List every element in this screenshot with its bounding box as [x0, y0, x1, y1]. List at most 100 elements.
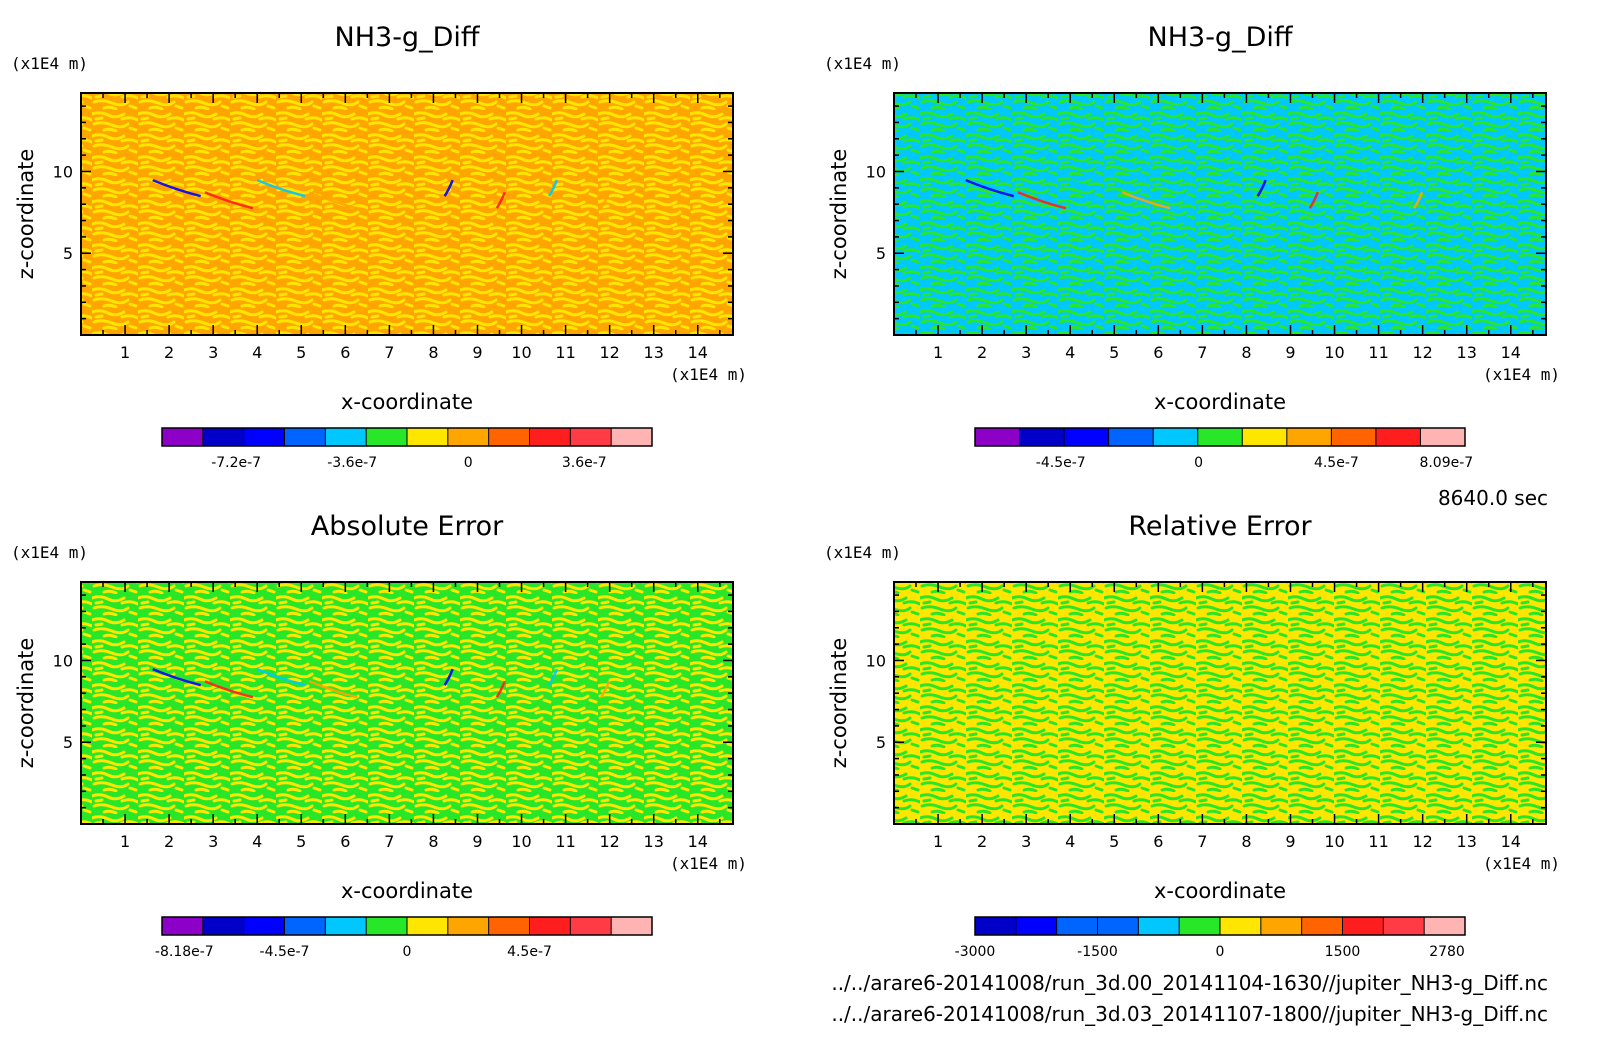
- heatmap-field: [894, 582, 1546, 824]
- colorbar-swatch: [407, 917, 449, 935]
- anomaly-streak: [204, 191, 254, 210]
- colorbar-label: 4.5e-7: [507, 944, 552, 960]
- x-tick-label: 8: [428, 343, 438, 362]
- plot-frame: [893, 581, 1547, 825]
- anomaly-streak: [308, 680, 358, 699]
- colorbar-swatch: [1420, 428, 1466, 446]
- x-tick-label: 9: [1285, 832, 1295, 851]
- anomaly-streak: [1069, 178, 1119, 198]
- colorbar-label: 8.09e-7: [1419, 455, 1473, 471]
- x-tick-label: 6: [340, 832, 350, 851]
- colorbar-swatch: [284, 428, 326, 446]
- y-tick-label: 10: [866, 651, 886, 670]
- x-tick-label: 11: [1368, 343, 1388, 362]
- x-tick-label: 9: [472, 343, 482, 362]
- anomaly-streak: [308, 191, 358, 210]
- colorbar-swatch: [488, 428, 530, 446]
- anomaly-streak: [152, 667, 202, 687]
- colorbar-label: -1500: [1077, 944, 1118, 960]
- colorbar-swatch: [1064, 428, 1110, 446]
- x-tick-label: 11: [555, 343, 575, 362]
- x-axis-label: x-coordinate: [1154, 390, 1286, 414]
- colorbar-label: -8.18e-7: [155, 944, 214, 960]
- anomaly-streak: [600, 191, 611, 209]
- x-tick-label: 6: [1153, 832, 1163, 851]
- heatmap-field: [81, 93, 733, 335]
- x-axis-label: x-coordinate: [341, 390, 473, 414]
- x-tick-label: 7: [1197, 343, 1207, 362]
- anomaly-streak: [1360, 179, 1372, 197]
- anomaly-streak: [443, 668, 454, 686]
- colorbar-swatch: [284, 917, 326, 935]
- x-tick-label: 13: [644, 343, 664, 362]
- x-tick-label: 1: [933, 832, 943, 851]
- y-unit-label: (x1E4 m): [11, 54, 88, 73]
- x-tick-label: 4: [1065, 343, 1075, 362]
- colorbar-swatch: [1242, 428, 1288, 446]
- x-unit-label: (x1E4 m): [670, 365, 747, 384]
- y-axis-label: z-coordinate: [827, 638, 851, 769]
- x-tick-label: 8: [428, 832, 438, 851]
- colorbar-swatch: [1424, 917, 1466, 935]
- colorbar-swatch: [1138, 917, 1180, 935]
- colorbar-swatch: [1286, 428, 1332, 446]
- x-tick-label: 5: [296, 832, 306, 851]
- anomaly-streak: [1017, 191, 1067, 210]
- colorbar-label: 0: [1194, 455, 1203, 471]
- x-tick-label: 13: [1457, 832, 1477, 851]
- y-unit-label: (x1E4 m): [11, 543, 88, 562]
- colorbar-swatch: [570, 428, 612, 446]
- x-tick-label: 5: [1109, 832, 1119, 851]
- panel-title: Relative Error: [1128, 511, 1312, 542]
- panel-title: NH3-g_Diff: [1148, 22, 1294, 53]
- x-tick-label: 2: [164, 832, 174, 851]
- colorbar-frame: [974, 916, 1466, 936]
- anomaly-streak: [256, 667, 306, 687]
- colorbar-label: -4.5e-7: [1036, 455, 1086, 471]
- colorbar-swatch: [975, 917, 1017, 935]
- colorbar-swatch: [447, 428, 490, 446]
- x-tick-label: 7: [1197, 832, 1207, 851]
- anomaly-streak: [495, 191, 506, 209]
- colorbar-swatch: [529, 428, 571, 446]
- colorbar-swatch: [1220, 917, 1262, 935]
- colorbar-swatch: [611, 917, 653, 935]
- y-tick-label: 5: [63, 244, 73, 263]
- x-tick-label: 3: [208, 832, 218, 851]
- anomaly-streak: [1121, 191, 1171, 210]
- colorbar-label: -3000: [955, 944, 996, 960]
- x-tick-label: 4: [1065, 832, 1075, 851]
- colorbar-label: -7.2e-7: [211, 455, 261, 471]
- panel-title: NH3-g_Diff: [335, 22, 481, 53]
- anomaly-streak: [443, 179, 454, 197]
- colorbar-swatch: [1383, 917, 1425, 935]
- anomaly-streak: [204, 680, 254, 699]
- x-tick-label: 13: [1457, 343, 1477, 362]
- x-unit-label: (x1E4 m): [1483, 365, 1560, 384]
- x-tick-label: 12: [599, 343, 619, 362]
- colorbar-swatch: [366, 917, 408, 935]
- time-label: 8640.0 sec: [1438, 486, 1548, 510]
- x-tick-label: 14: [1501, 832, 1521, 851]
- anomaly-streak: [965, 178, 1015, 198]
- x-tick-label: 5: [1109, 343, 1119, 362]
- colorbar-swatch: [1342, 917, 1384, 935]
- y-tick-label: 10: [866, 162, 886, 181]
- x-tick-label: 9: [472, 832, 482, 851]
- colorbar-frame: [974, 427, 1466, 447]
- plot-frame: [80, 581, 734, 825]
- x-unit-label: (x1E4 m): [1483, 854, 1560, 873]
- colorbar-swatch: [1260, 917, 1303, 935]
- colorbar-swatch: [1108, 428, 1154, 446]
- x-tick-label: 14: [688, 832, 708, 851]
- x-tick-label: 3: [208, 343, 218, 362]
- panel-4: Relative Error(x1E4 m)1 2 3 4 5 6 7 8 9 10 11 12 13 1…: [824, 511, 1560, 960]
- x-tick-label: 4: [252, 343, 262, 362]
- y-axis-label: z-coordinate: [14, 149, 38, 280]
- panel-title: Absolute Error: [311, 511, 504, 542]
- x-tick-label: 2: [977, 343, 987, 362]
- colorbar-frame: [161, 427, 653, 447]
- x-tick-label: 10: [511, 343, 531, 362]
- colorbar-swatch: [1375, 428, 1421, 446]
- x-tick-label: 1: [120, 343, 130, 362]
